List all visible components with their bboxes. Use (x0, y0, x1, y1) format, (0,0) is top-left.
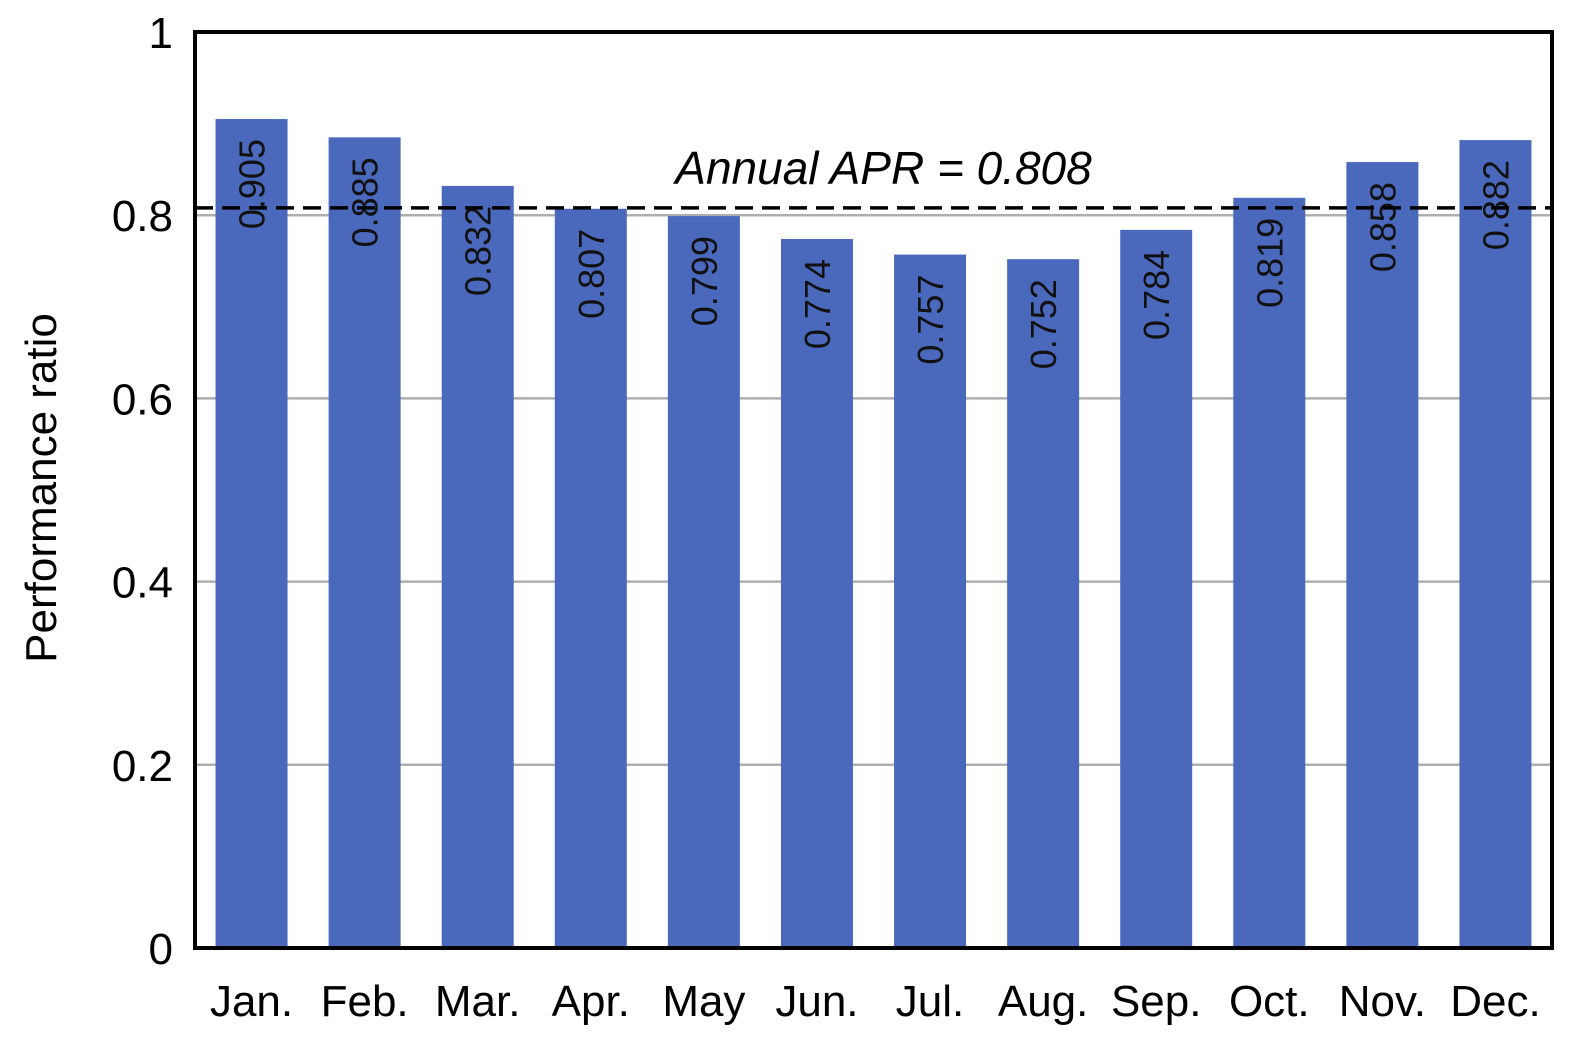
y-tick-label: 1 (149, 9, 173, 58)
bar (328, 137, 401, 949)
bar-value-label: 0.905 (232, 139, 273, 229)
bar (215, 119, 288, 948)
x-tick-label: Sep. (1111, 977, 1202, 1026)
bar-value-label: 0.858 (1362, 182, 1403, 272)
x-tick-label: Jan. (210, 977, 293, 1026)
bar (1007, 259, 1080, 949)
bar-layer: 0.905 0.885 0.832 0.807 0.799 0.774 0.757 0.752… (215, 119, 1532, 949)
grid-layer (195, 213, 1552, 767)
reference-layer: Annual APR = 0.808 (195, 142, 1552, 210)
bar-value-label: 0.752 (1023, 279, 1064, 369)
plot-frame (193, 30, 1554, 950)
bar (1233, 197, 1306, 948)
bar-value-label: 0.819 (1249, 218, 1290, 308)
bar-value-label: 0.784 (1136, 250, 1177, 340)
x-tick-label: Mar. (435, 977, 521, 1026)
x-tick-label: Aug. (998, 977, 1089, 1026)
y-tick-label: 0.2 (112, 742, 173, 791)
bar (894, 254, 967, 948)
bar (780, 239, 853, 949)
bar-value-label: 0.885 (345, 157, 386, 247)
bar (1346, 162, 1419, 948)
y-tick-label: 0.8 (112, 192, 173, 241)
bar-value-label: 0.757 (910, 275, 951, 365)
x-tick-label: May (662, 977, 745, 1026)
x-tick-label: Oct. (1229, 977, 1310, 1026)
y-tick-label: 0.4 (112, 559, 173, 608)
x-tick-label: Nov. (1339, 977, 1426, 1026)
x-tick-label: Jun. (775, 977, 858, 1026)
x-tick-label: Jul. (896, 977, 964, 1026)
y-tick-label: 0.6 (112, 375, 173, 424)
y-tick-label: 0 (149, 925, 173, 974)
y-axis-title: Performance ratio (17, 313, 66, 663)
x-tick-label: Dec. (1450, 977, 1540, 1026)
bar-value-label: 0.774 (797, 259, 838, 349)
bar-value-label: 0.799 (684, 236, 725, 326)
bar-value-label: 0.807 (571, 229, 612, 319)
bar (554, 208, 627, 949)
bar-value-label: 0.882 (1475, 160, 1516, 250)
bar (1459, 140, 1532, 948)
x-tick-label: Apr. (552, 977, 630, 1026)
bar-value-label: 0.832 (458, 206, 499, 296)
axis-layer: 0 0.2 0.4 0.6 0.8 1 Jan. Feb. Mar. Apr. May Jun. Jul… (112, 9, 1554, 1026)
annual-apr-label: Annual APR = 0.808 (672, 142, 1092, 194)
bar (441, 185, 514, 948)
bar (667, 216, 740, 949)
bar (1120, 229, 1193, 948)
x-tick-label: Feb. (321, 977, 409, 1026)
